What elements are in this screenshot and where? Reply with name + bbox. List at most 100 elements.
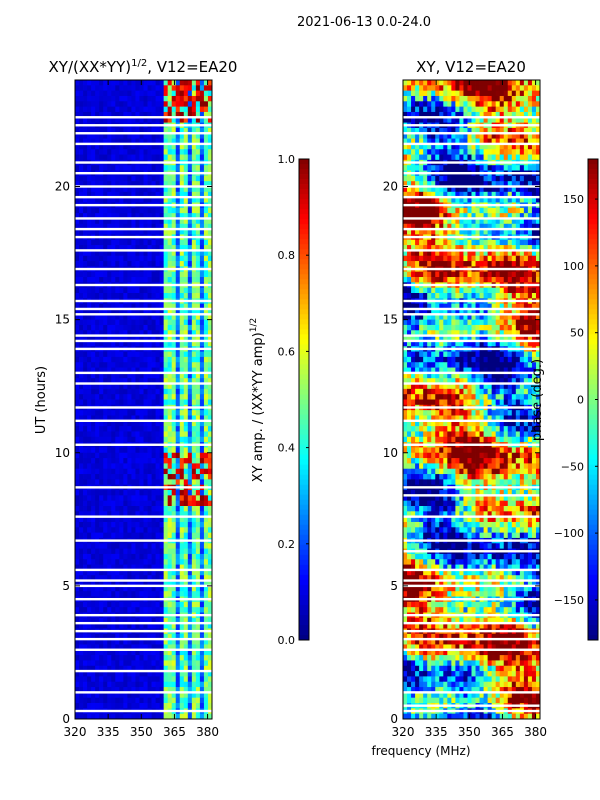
right-heatmap-cell (487, 186, 493, 193)
left-heatmap-cell (135, 197, 140, 203)
left-heatmap-cell (155, 660, 161, 667)
left-heatmap-cell (171, 553, 177, 560)
left-heatmap-cell (203, 655, 209, 661)
left-heatmap-cell (87, 175, 92, 182)
right-heatmap-cell (411, 143, 416, 150)
left-heatmap-cell (111, 564, 116, 571)
right-heatmap-cell (515, 80, 521, 86)
right-heatmap-cell (403, 191, 408, 198)
right-heatmap-cell (451, 133, 456, 139)
right-heatmap-cell (463, 133, 468, 139)
right-heatmap-cell (411, 90, 416, 97)
left-heatmap-cell (187, 197, 193, 203)
left-heatmap-cell (135, 245, 140, 251)
left-heatmap-cell (103, 506, 108, 512)
left-heatmap-cell (167, 644, 173, 651)
left-heatmap-cell (79, 447, 84, 454)
left-heatmap-cell (135, 207, 140, 214)
left-heatmap-cell (83, 692, 88, 699)
left-heatmap-cell (99, 617, 104, 624)
left-heatmap-cell (147, 117, 152, 124)
left-heatmap-cell (119, 127, 124, 134)
left-heatmap-cell (151, 495, 156, 502)
left-heatmap-cell (207, 399, 213, 406)
left-heatmap-cell (179, 271, 185, 278)
left-heatmap-cell (99, 287, 104, 294)
left-heatmap-cell (99, 623, 104, 629)
right-heatmap-cell (431, 90, 436, 97)
left-heatmap-cell (183, 703, 189, 709)
right-heatmap-cell (407, 111, 412, 118)
left-heatmap-cell (147, 165, 152, 171)
left-heatmap-cell (143, 80, 148, 86)
left-heatmap-cell (147, 340, 152, 347)
left-heatmap-cell (123, 111, 128, 118)
left-heatmap-cell (95, 431, 100, 438)
right-heatmap-cell (415, 106, 420, 113)
left-heatmap-cell (107, 511, 112, 518)
right-heatmap-cell (491, 165, 497, 171)
left-heatmap-cell (147, 319, 152, 326)
left-heatmap-cell (175, 436, 181, 443)
left-heatmap-cell (103, 213, 108, 219)
left-heatmap-cell (195, 553, 201, 560)
left-heatmap-cell (171, 532, 177, 539)
left-heatmap-cell (103, 293, 108, 299)
left-heatmap-cell (207, 564, 213, 571)
left-heatmap-cell (127, 607, 132, 613)
left-flagged-row (75, 371, 212, 375)
left-heatmap-cell (171, 143, 177, 150)
left-heatmap-cell (199, 511, 205, 518)
left-heatmap-cell (119, 591, 124, 597)
left-heatmap-cell (103, 223, 108, 230)
left-heatmap-cell (191, 314, 197, 321)
left-heatmap-cell (107, 671, 112, 677)
left-heatmap-cell (139, 378, 144, 384)
left-heatmap-cell (107, 474, 112, 480)
left-heatmap-cell (107, 186, 112, 193)
left-heatmap-cell (191, 239, 197, 246)
left-heatmap-cell (171, 229, 177, 235)
left-heatmap-cell (151, 399, 156, 406)
left-heatmap-cell (99, 639, 104, 645)
right-heatmap-cell (431, 101, 436, 108)
left-heatmap-cell (155, 117, 161, 124)
left-heatmap-cell (151, 623, 156, 629)
left-heatmap-cell (79, 229, 84, 235)
amp-colorbar-segment (299, 354, 309, 360)
left-heatmap-cell (111, 165, 116, 171)
left-heatmap-cell (151, 111, 156, 118)
left-heatmap-cell (171, 468, 177, 475)
right-heatmap-cell (503, 165, 509, 171)
left-heatmap-cell (83, 213, 88, 219)
left-heatmap-cell (115, 261, 120, 267)
left-heatmap-cell (91, 410, 96, 416)
left-heatmap-cell (99, 255, 104, 262)
left-heatmap-cell (131, 447, 136, 454)
left-heatmap-cell (99, 511, 104, 518)
left-heatmap-cell (99, 655, 104, 661)
left-heatmap-cell (95, 676, 100, 683)
left-heatmap-cell (127, 340, 132, 347)
left-heatmap-cell (87, 165, 92, 171)
left-heatmap-cell (167, 623, 173, 629)
right-heatmap-cell (487, 175, 493, 182)
left-heatmap-cell (171, 197, 177, 203)
right-heatmap-cell (451, 117, 456, 124)
left-flagged-row (75, 613, 212, 617)
right-heatmap-cell (519, 117, 525, 124)
left-heatmap-cell (175, 186, 181, 193)
left-heatmap-cell (199, 633, 205, 640)
left-heatmap-cell (163, 95, 169, 102)
left-heatmap-cell (155, 143, 161, 150)
right-heatmap-cell (411, 138, 416, 145)
left-heatmap-cell (163, 580, 169, 587)
left-heatmap-cell (159, 580, 165, 587)
left-heatmap-cell (159, 713, 165, 720)
left-heatmap-cell (159, 80, 165, 86)
left-heatmap-cell (143, 436, 148, 443)
left-heatmap-cell (143, 85, 148, 92)
left-heatmap-cell (203, 191, 209, 198)
left-heatmap-cell (175, 372, 181, 379)
amp-colorbar-segment (299, 619, 309, 626)
